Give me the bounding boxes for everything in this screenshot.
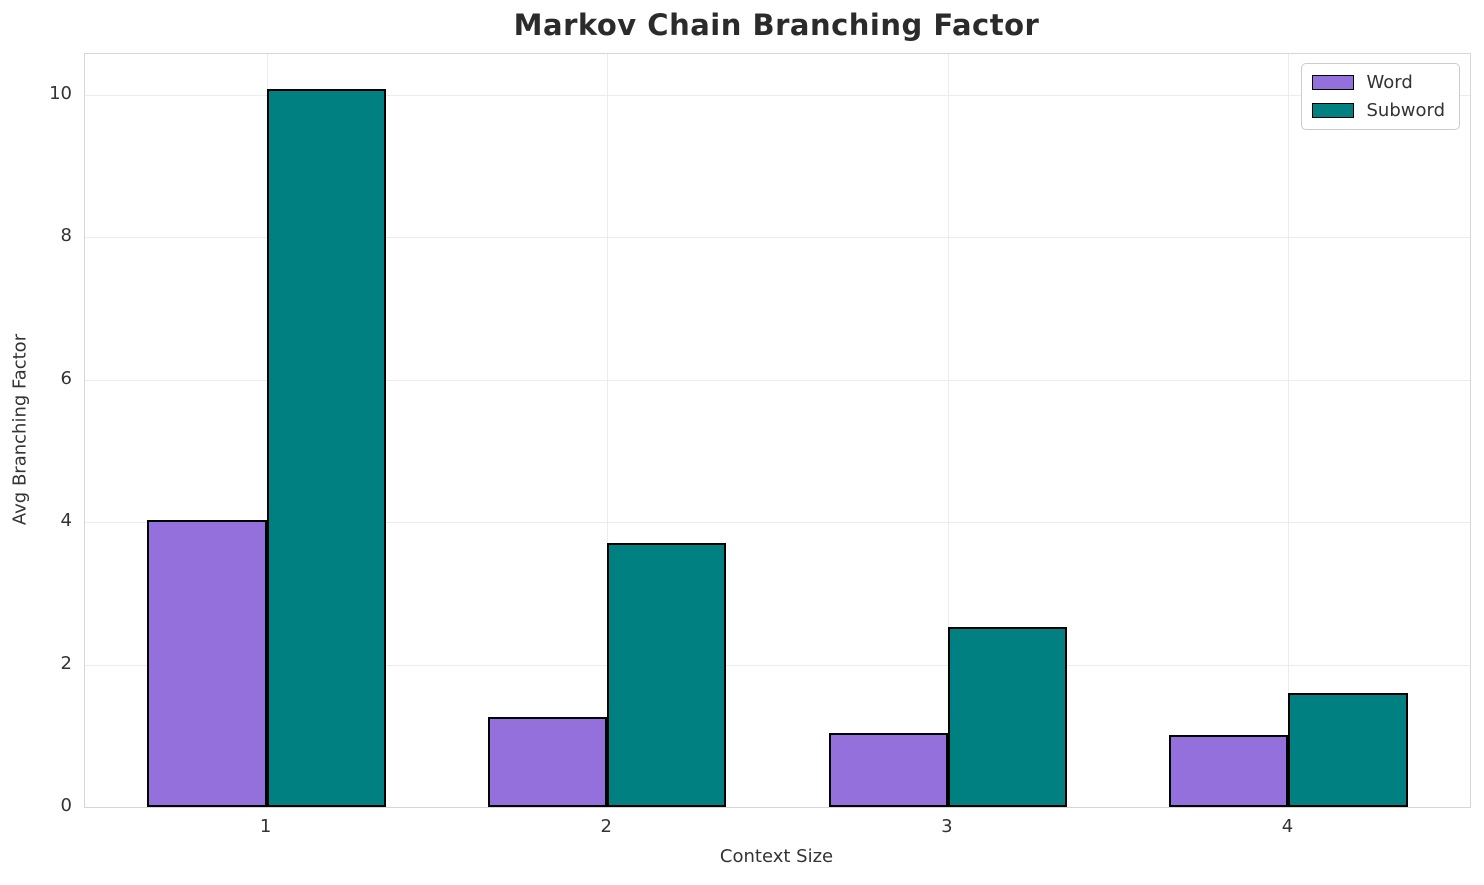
y-tick-label-6: 6 xyxy=(60,367,72,389)
legend-label-subword: Subword xyxy=(1366,100,1445,121)
bar-subword-1 xyxy=(266,88,386,807)
h-gridline-4 xyxy=(85,522,1470,524)
x-tick-label-4: 4 xyxy=(1281,816,1294,837)
x-tick-label-2: 2 xyxy=(600,816,612,837)
chart-title: Markov Chain Branching Factor xyxy=(513,8,1040,42)
y-tick-label-8: 8 xyxy=(60,225,72,247)
bar-subword-4 xyxy=(1288,693,1408,807)
x-tick-label-1: 1 xyxy=(259,816,272,837)
h-gridline-2 xyxy=(85,664,1470,666)
y-tick-label-0: 0 xyxy=(60,795,72,816)
x-axis-label: Context Size xyxy=(719,846,834,867)
bar-word-1 xyxy=(147,519,267,807)
y-tick-label-10: 10 xyxy=(49,82,72,104)
v-gridline-4 xyxy=(1288,54,1290,807)
y-tick-label-2: 2 xyxy=(60,652,72,674)
bar-word-2 xyxy=(487,717,608,807)
bar-subword-2 xyxy=(607,542,727,807)
y-tick-label-4: 4 xyxy=(60,510,72,532)
h-gridline-10 xyxy=(85,94,1470,96)
legend-item-word: Word xyxy=(1312,72,1445,93)
bar-word-4 xyxy=(1169,735,1289,807)
bar-subword-3 xyxy=(947,626,1068,807)
legend: Word Subword xyxy=(1301,63,1460,130)
v-gridline-2 xyxy=(607,54,609,807)
legend-label-word: Word xyxy=(1366,72,1413,93)
y-axis-label: Avg Branching Factor xyxy=(9,333,31,526)
word-series-swatch xyxy=(1312,75,1355,90)
x-tick-label-3: 3 xyxy=(941,816,953,837)
h-gridline-6 xyxy=(85,379,1470,381)
h-gridline-8 xyxy=(85,237,1470,239)
legend-item-subword: Subword xyxy=(1312,100,1445,121)
bar-word-3 xyxy=(828,732,948,807)
subword-series-swatch xyxy=(1312,103,1355,118)
plot-area: Word Subword xyxy=(84,53,1471,808)
v-gridline-3 xyxy=(947,54,949,807)
